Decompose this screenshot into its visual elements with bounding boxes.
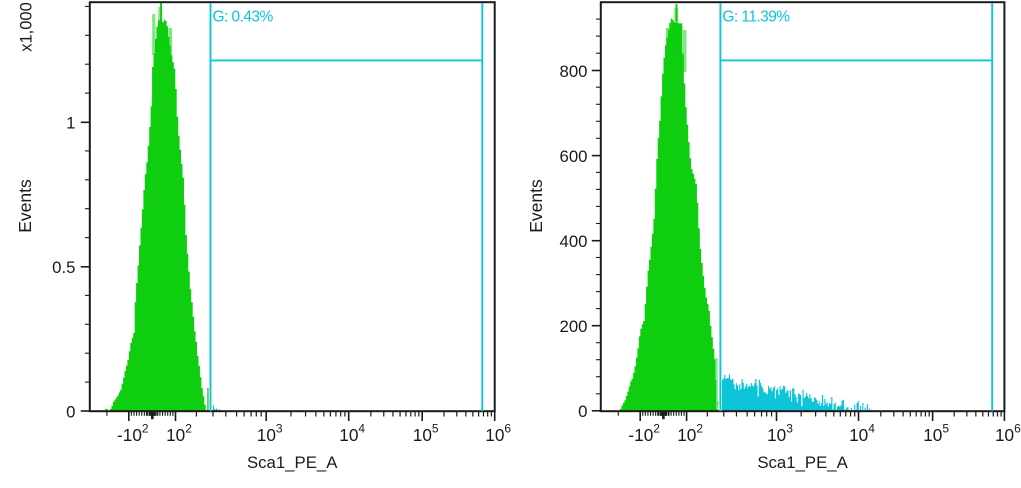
svg-text:G: 11.39%: G: 11.39% [722,8,790,25]
svg-text:0: 0 [578,402,587,421]
svg-text:0: 0 [66,402,75,421]
svg-text:G: 0.43%: G: 0.43% [213,8,274,25]
svg-text:Sca1_PE_A: Sca1_PE_A [247,453,338,472]
svg-text:x1,000: x1,000 [18,2,36,52]
svg-text:Events: Events [526,179,546,233]
svg-text:1: 1 [66,114,75,133]
svg-text:-102: -102 [628,421,660,445]
svg-text:200: 200 [560,317,588,336]
svg-text:600: 600 [560,147,588,166]
svg-text:400: 400 [560,232,588,251]
svg-text:0.5: 0.5 [52,258,75,277]
svg-text:-102: -102 [117,421,149,445]
svg-text:Sca1_PE_A: Sca1_PE_A [757,453,848,472]
svg-text:Events: Events [15,179,35,233]
svg-text:800: 800 [560,62,588,81]
